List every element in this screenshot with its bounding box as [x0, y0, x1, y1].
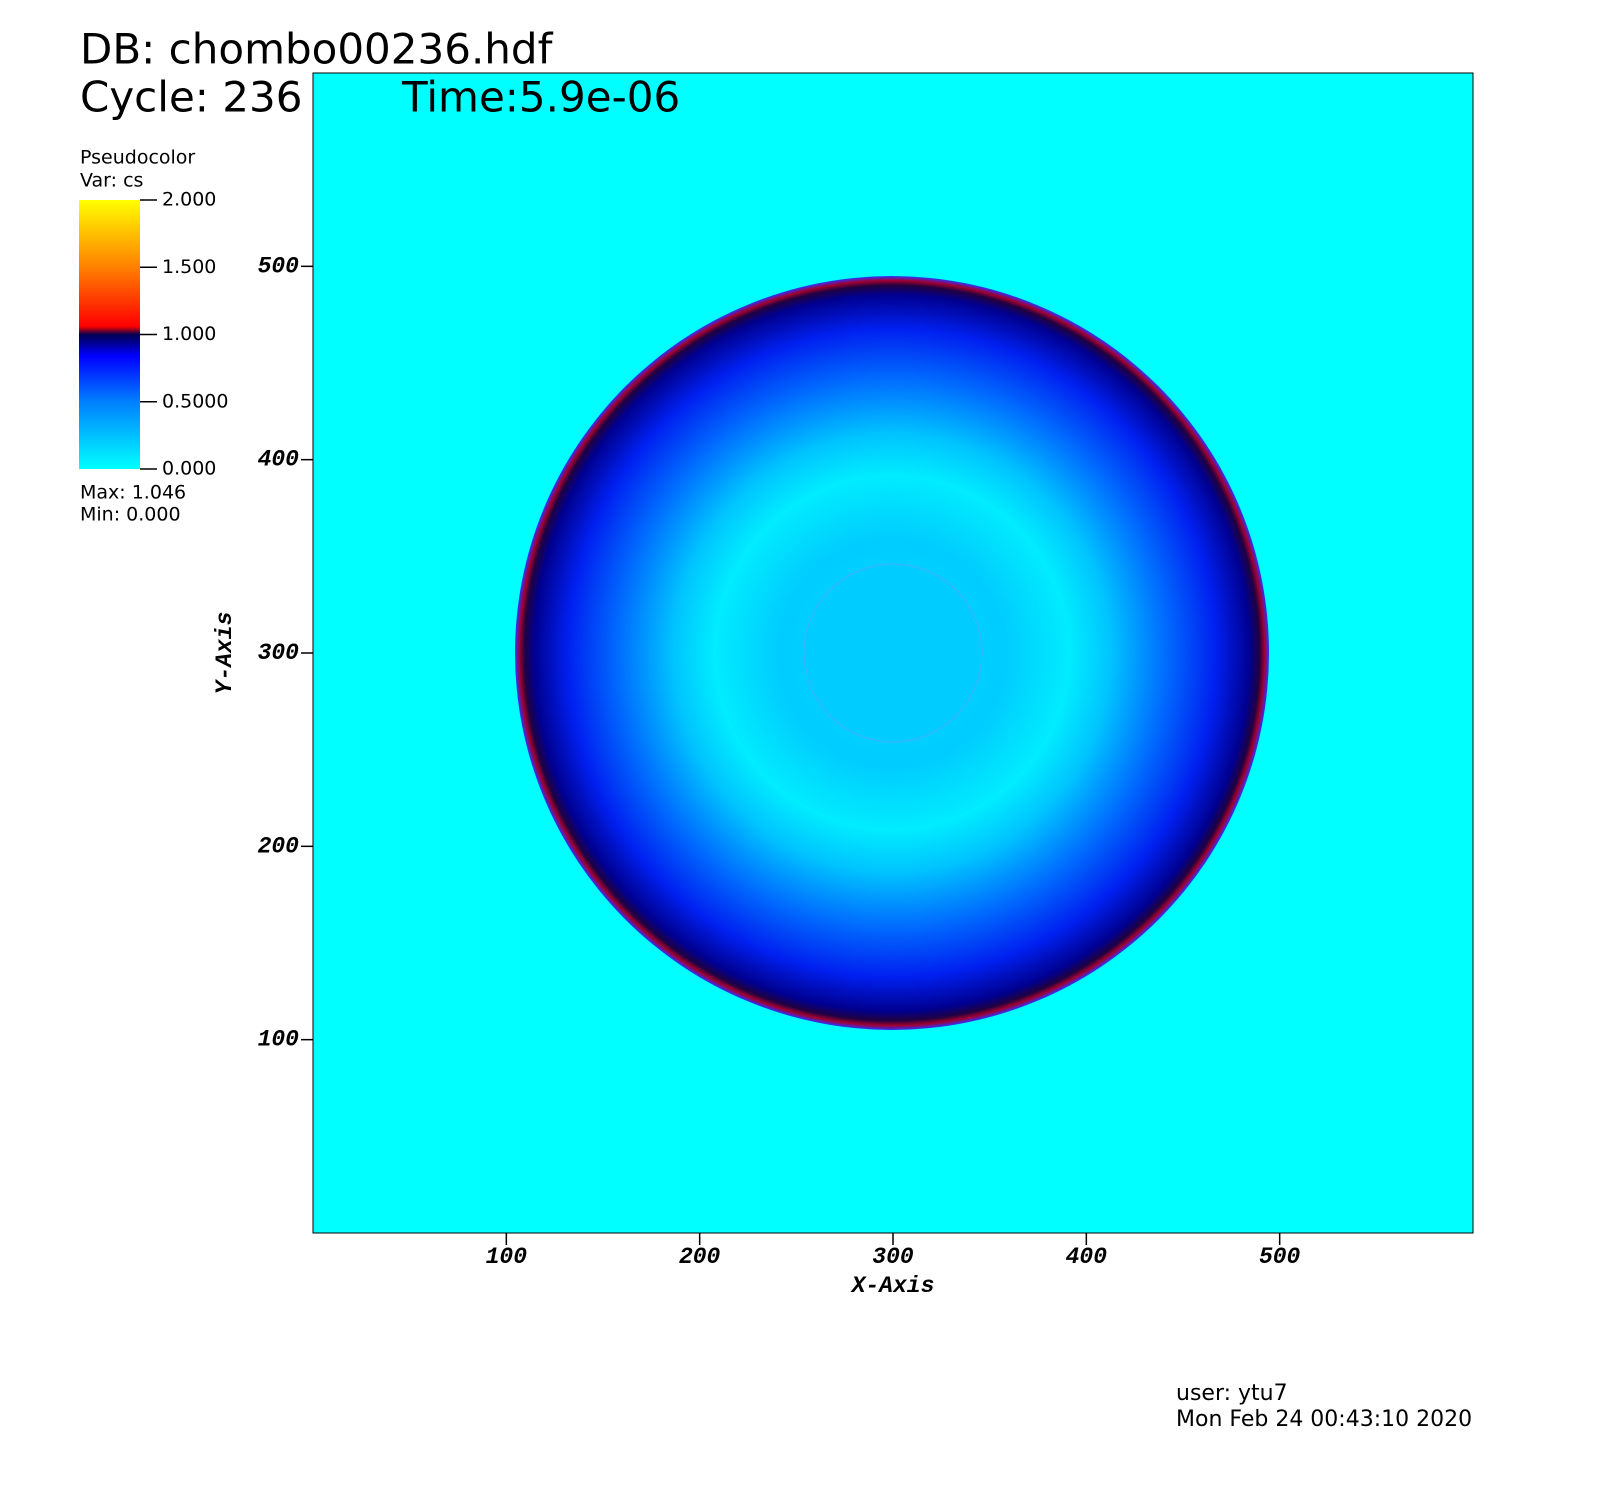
x-tick-label: 100: [486, 1244, 528, 1270]
x-tick-label: 500: [1259, 1244, 1301, 1270]
legend-max: Max: 1.046: [80, 482, 186, 504]
legend-var: Var: cs: [80, 170, 143, 192]
y-tick-label: 500: [258, 253, 300, 279]
user-label: user: ytu7: [1176, 1381, 1288, 1406]
x-tick-label: 300: [872, 1244, 914, 1270]
time-label: Time:5.9e-06: [401, 73, 680, 122]
colorbar-tick-label: 1.500: [162, 256, 216, 278]
colorbar-tick-label: 1.000: [162, 323, 216, 345]
date-label: Mon Feb 24 00:43:10 2020: [1176, 1407, 1472, 1432]
colorbar-tick-label: 0.5000: [162, 390, 228, 412]
y-tick-label: 400: [258, 447, 300, 473]
y-tick-label: 200: [258, 833, 300, 859]
colorbar: [79, 200, 140, 469]
y-tick-label: 300: [258, 640, 300, 666]
cycle-label: Cycle: 236: [80, 73, 302, 122]
colorbar-tick-label: 0.000: [162, 458, 216, 480]
field-inner: [803, 563, 983, 743]
legend-min: Min: 0.000: [80, 504, 181, 526]
y-axis-label: Y-Axis: [212, 612, 238, 695]
x-tick-label: 400: [1066, 1244, 1108, 1270]
y-tick-label: 100: [258, 1027, 300, 1053]
x-axis-label: X-Axis: [850, 1273, 935, 1299]
x-tick-label: 200: [679, 1244, 721, 1270]
legend-title: Pseudocolor: [80, 147, 195, 169]
db-label: DB: chombo00236.hdf: [80, 25, 554, 74]
colorbar-tick-label: 2.000: [162, 189, 216, 211]
